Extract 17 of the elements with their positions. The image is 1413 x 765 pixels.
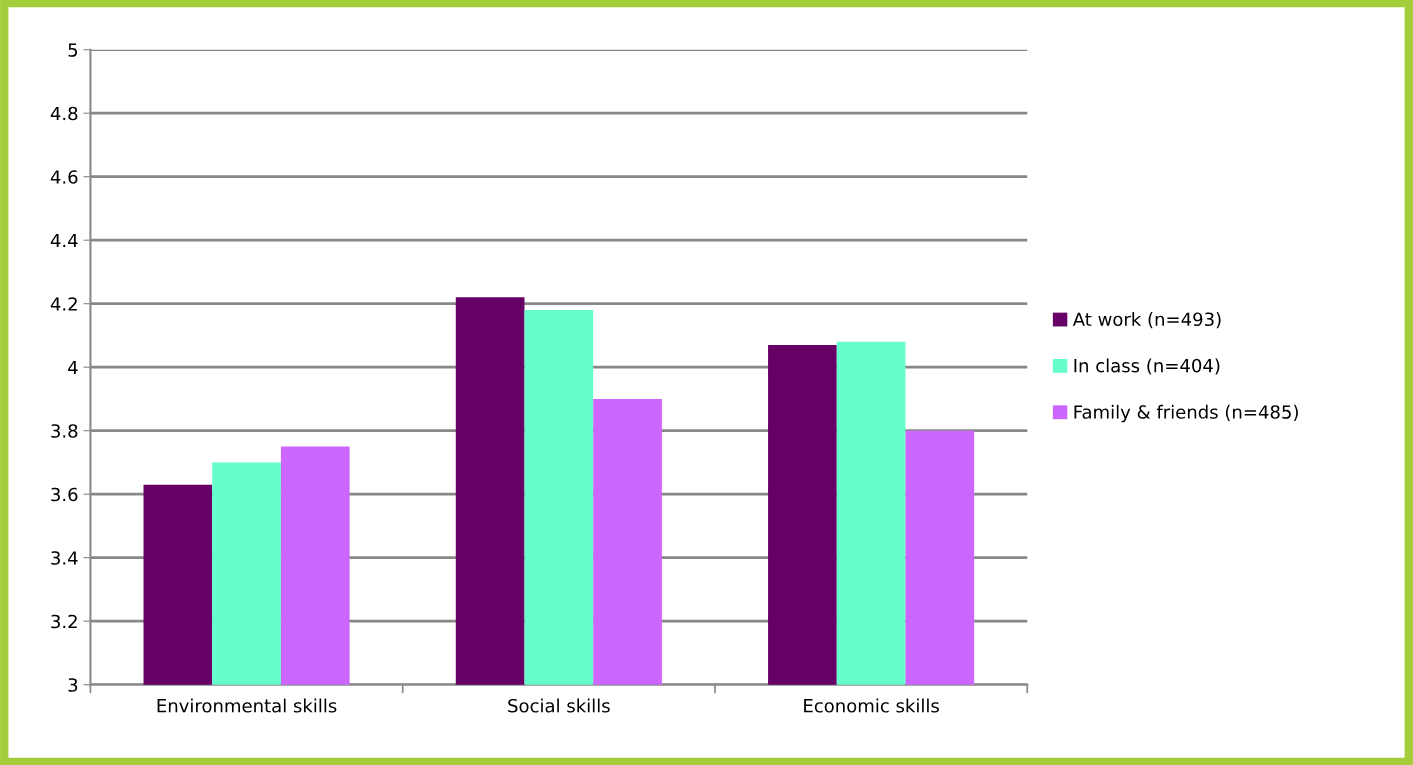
legend-label: At work (n=493): [1072, 312, 1221, 329]
x-tick-label: Economic skills: [804, 698, 939, 713]
y-tick-label: 3.4: [51, 551, 78, 565]
x-tick-label: Environmental skills: [157, 698, 337, 713]
legend-label: In class (n=404): [1074, 358, 1220, 375]
y-tick-label: 3.2: [51, 614, 77, 629]
legend-label: Family & friends (n=485): [1074, 404, 1298, 423]
y-tick-label: 4.2: [50, 297, 77, 311]
y-tick-label: 4.6: [50, 170, 78, 184]
y-tick-label: 3.6: [51, 487, 78, 502]
y-tick-label: 3: [68, 678, 78, 692]
y-tick-label: 4: [68, 360, 78, 375]
y-tick-label: 4.8: [50, 106, 78, 121]
y-tick-label: 3.8: [51, 424, 78, 438]
y-tick-label: 4.4: [50, 233, 78, 248]
y-tick-label: 5: [68, 43, 78, 57]
x-tick-label: Social skills: [508, 698, 610, 713]
